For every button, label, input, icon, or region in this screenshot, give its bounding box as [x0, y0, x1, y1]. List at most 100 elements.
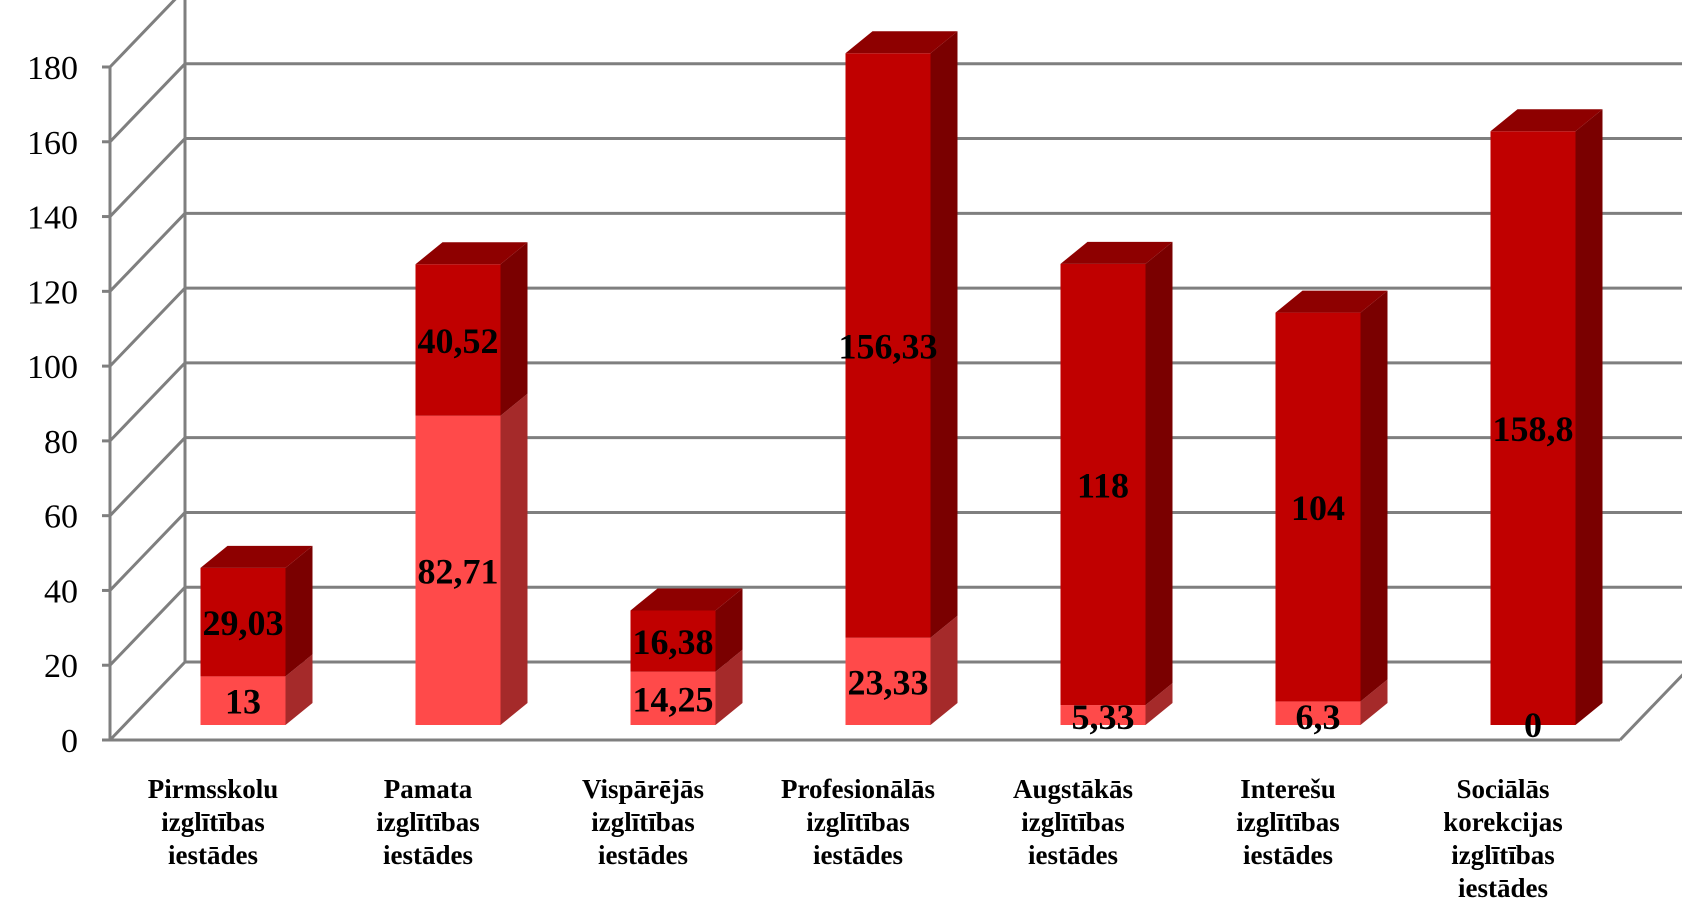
bar-segment-side-1 — [715, 649, 743, 725]
bar-top-face — [845, 31, 958, 54]
category-label-line: izglītības — [1021, 807, 1125, 837]
y-tick-label: 20 — [44, 648, 78, 685]
category-label-line: izglītības — [806, 807, 910, 837]
data-label: 104 — [1291, 488, 1345, 528]
category-label: Sociālās korekcijas izglītības iestādes — [1443, 774, 1563, 903]
y-tick-label: 160 — [27, 125, 78, 162]
y-tick-label: 180 — [27, 50, 78, 87]
bar-top-face — [630, 588, 743, 611]
bar-top-face — [200, 545, 313, 568]
bar-segment-side-2 — [1575, 109, 1603, 725]
category-label: Vispārējās izglītības iestādes — [582, 774, 704, 870]
bar-top-face — [1060, 241, 1173, 264]
category-label-line: Profesionālās — [781, 774, 935, 804]
bar-segment-1 — [630, 671, 716, 725]
bar-segment-side-1 — [930, 615, 958, 725]
data-label: 158,8 — [1493, 409, 1574, 449]
bar-segment-side-2 — [1145, 241, 1173, 706]
category-label-line: izglītības — [591, 807, 695, 837]
bar-segment-1 — [200, 676, 286, 725]
bar-top-face — [1275, 290, 1388, 313]
bar-top-face — [1490, 109, 1603, 132]
y-tick-label: 100 — [27, 349, 78, 386]
category-label-line: Pamata — [384, 774, 473, 804]
bar-segment-2 — [1490, 131, 1576, 725]
data-label: 14,25 — [633, 679, 714, 719]
y-tick-label: 0 — [61, 723, 78, 760]
bar-segment-2 — [1060, 263, 1146, 706]
bar-segment-2 — [1275, 312, 1361, 702]
category-label-line: iestādes — [1243, 840, 1333, 870]
gridline-diagonal — [108, 137, 187, 218]
bar-segment-side-2 — [285, 545, 313, 677]
bar-segment-2 — [630, 610, 716, 672]
bars-layer — [200, 31, 1603, 725]
data-label: 118 — [1077, 465, 1129, 505]
bar-segment-1 — [845, 637, 931, 725]
bar-segment-1 — [1275, 701, 1361, 725]
data-label: 0 — [1524, 705, 1542, 745]
bar-segment-1 — [415, 415, 501, 725]
y-tick-label: 60 — [44, 499, 78, 536]
gridline-diagonal — [108, 0, 177, 69]
bar-segment-side-2 — [1360, 290, 1388, 702]
category-label: Pamata izglītības iestādes — [376, 774, 480, 870]
category-label-line: Interešu — [1240, 774, 1336, 804]
category-label-line: izglītības — [1451, 840, 1555, 870]
category-label-line: iestādes — [383, 840, 473, 870]
floor-edge-right — [1618, 673, 1682, 742]
gridline-diagonal — [108, 287, 187, 368]
data-label: 156,33 — [839, 327, 938, 367]
y-tick-label: 140 — [27, 200, 78, 237]
gridline-diagonal — [108, 212, 187, 293]
data-label: 5,33 — [1072, 697, 1135, 737]
labels-layer: 13 29,03 82,71 40,52 14,25 16,38 23,33 156,33 5,… — [148, 321, 1574, 903]
bar-segment-side-2 — [930, 31, 958, 638]
bar-top-face — [415, 242, 528, 265]
data-label: 40,52 — [418, 321, 499, 361]
category-label-line: izglītības — [376, 807, 480, 837]
bar-segment-side-1 — [285, 654, 313, 725]
gridline-diagonal — [108, 361, 187, 442]
y-tick-label: 80 — [44, 424, 78, 461]
category-label-line: iestādes — [598, 840, 688, 870]
category-label: Pirmsskolu izglītības iestādes — [148, 774, 279, 870]
data-label: 16,38 — [633, 622, 714, 662]
gridline-diagonal — [108, 511, 187, 592]
gridline-diagonal — [108, 62, 187, 143]
bar-segment-side-1 — [500, 393, 528, 725]
category-label-line: iestādes — [1458, 873, 1548, 903]
category-label-line: izglītības — [161, 807, 265, 837]
y-tick-label: 120 — [27, 274, 78, 311]
y-tick-label: 40 — [44, 573, 78, 610]
bar-segment-1 — [1060, 705, 1146, 725]
bar-segment-side-1 — [1145, 683, 1173, 725]
category-label: Interešu izglītības iestādes — [1236, 774, 1340, 870]
gridline-diagonal — [108, 586, 187, 667]
category-label-line: Sociālās — [1456, 774, 1549, 804]
category-label-line: Vispārējās — [582, 774, 704, 804]
bar-segment-2 — [415, 264, 501, 416]
category-label: Profesionālās izglītības iestādes — [781, 774, 935, 870]
bar-segment-side-1 — [1360, 679, 1388, 725]
category-label-line: izglītības — [1236, 807, 1340, 837]
data-label: 82,71 — [418, 551, 499, 591]
bar-segment-side-2 — [715, 588, 743, 672]
category-label-line: iestādes — [168, 840, 258, 870]
gridline-diagonal — [108, 436, 187, 517]
bar-segment-2 — [845, 53, 931, 638]
category-label-line: iestādes — [813, 840, 903, 870]
data-label: 23,33 — [848, 662, 929, 702]
bar-segment-side-2 — [500, 242, 528, 416]
data-label: 29,03 — [203, 603, 284, 643]
category-label-line: korekcijas — [1443, 807, 1563, 837]
data-label: 13 — [225, 682, 261, 722]
data-label: 6,3 — [1296, 697, 1341, 737]
gridline-diagonal — [108, 660, 187, 742]
category-label-line: Augstākās — [1013, 774, 1133, 804]
category-label: Augstākās izglītības iestādes — [1013, 774, 1133, 870]
category-label-line: Pirmsskolu — [148, 774, 279, 804]
category-label-line: iestādes — [1028, 840, 1118, 870]
bar-segment-2 — [200, 567, 286, 677]
